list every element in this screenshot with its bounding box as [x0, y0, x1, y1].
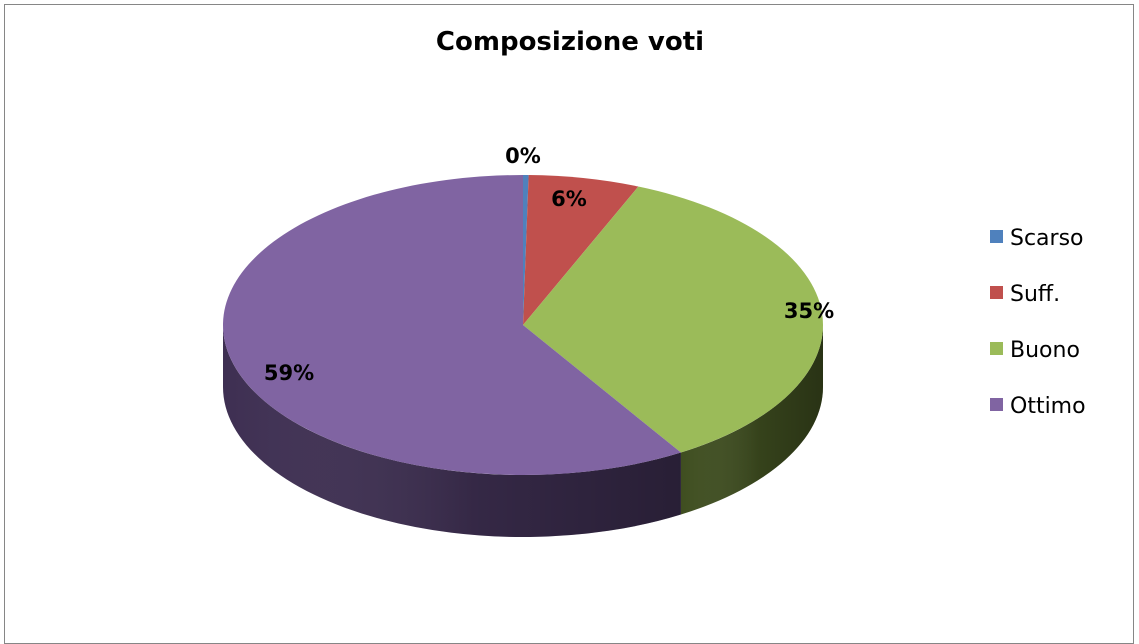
pie-side-shade: [680, 325, 823, 515]
data-label-ottimo: 59%: [264, 361, 314, 385]
data-label-buono: 35%: [784, 299, 834, 323]
data-label-suff: 6%: [551, 187, 587, 211]
pie-slice-buono: [523, 186, 824, 453]
pie-slice-suff: [523, 175, 639, 325]
legend: Scarso Suff. Buono Ottimo: [990, 226, 1086, 419]
data-label-scarso: 0%: [505, 144, 541, 168]
pie-sides: [223, 325, 823, 537]
legend-label-scarso: Scarso: [1010, 226, 1084, 251]
legend-swatch-scarso: [990, 230, 1003, 243]
legend-label-buono: Buono: [1010, 338, 1080, 363]
chart-title: Composizione voti: [436, 27, 704, 57]
legend-label-ottimo: Ottimo: [1010, 394, 1086, 419]
pie-slice-scarso: [523, 175, 529, 325]
legend-label-suff: Suff.: [1010, 282, 1060, 307]
pie-chart: Composizione voti 0% 6% 35% 59% Scarso Suff.…: [223, 27, 1086, 537]
pie-side-shade: [223, 325, 681, 537]
chart-area: Composizione voti 0% 6% 35% 59% Scarso Suff.…: [4, 4, 1134, 644]
pie-slices: [223, 174, 824, 475]
legend-swatch-ottimo: [990, 398, 1003, 411]
legend-swatch-suff: [990, 286, 1003, 299]
legend-swatch-buono: [990, 342, 1003, 355]
data-labels: 0% 6% 35% 59%: [264, 144, 834, 385]
pie-slice-ottimo: [223, 174, 681, 475]
